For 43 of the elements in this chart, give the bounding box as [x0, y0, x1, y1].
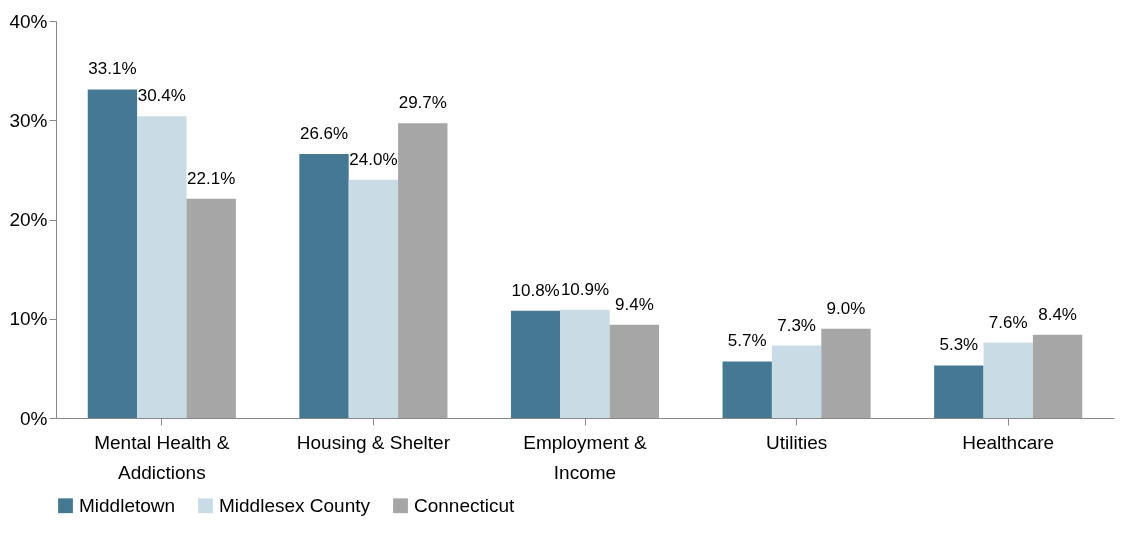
data-label: 7.6%	[988, 312, 1028, 332]
data-label: 29.7%	[398, 93, 447, 113]
x-tick-label: Mental Health & Addictions	[94, 431, 230, 483]
bar	[510, 310, 561, 418]
data-label: 7.3%	[777, 315, 816, 335]
bar	[398, 123, 448, 418]
legend-label: Middlesex County	[219, 494, 371, 516]
y-tick-label: 0%	[20, 407, 48, 429]
data-label: 8.4%	[1038, 304, 1077, 324]
y-tick-label: 40%	[9, 10, 48, 32]
legend-label: Middletown	[79, 494, 176, 516]
bar	[560, 309, 610, 418]
bar	[137, 116, 187, 418]
bar	[186, 198, 236, 418]
y-tick-label: 30%	[9, 109, 48, 131]
bar	[299, 153, 349, 418]
bar	[934, 365, 984, 418]
bar	[771, 345, 822, 418]
bar	[983, 342, 1033, 418]
y-tick-label: 20%	[9, 209, 48, 230]
data-label: 10.8%	[511, 280, 560, 300]
data-label: 9.0%	[826, 298, 866, 318]
data-label: 30.4%	[137, 86, 186, 106]
y-tick-label: 10%	[9, 308, 48, 330]
bar	[609, 324, 660, 418]
data-label: 33.1%	[88, 59, 137, 79]
data-label: 10.9%	[560, 279, 610, 299]
data-label: 9.4%	[615, 294, 654, 314]
bar	[1032, 334, 1083, 418]
bar	[722, 361, 772, 418]
data-label: 22.1%	[187, 168, 236, 188]
data-label: 5.7%	[727, 331, 767, 351]
bar	[348, 179, 399, 418]
x-tick-label: Housing & Shelter	[296, 431, 451, 453]
data-label: 5.3%	[939, 335, 979, 355]
bar	[821, 328, 871, 418]
x-tick-label: Employment & Income	[523, 431, 648, 483]
bar	[87, 89, 138, 418]
legend-label: Connecticut	[414, 494, 516, 516]
data-label: 26.6%	[299, 124, 349, 143]
x-tick-label: Utilities	[765, 431, 828, 453]
x-tick-label: Healthcare	[962, 431, 1055, 453]
data-label: 24.0%	[349, 149, 398, 169]
